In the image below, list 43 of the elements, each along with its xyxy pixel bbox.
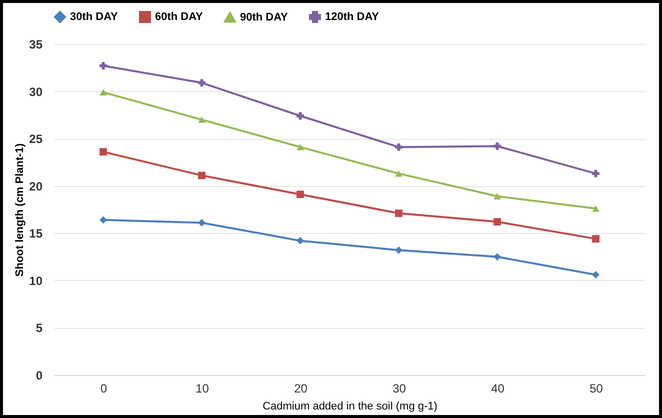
y-tick-label: 30: [29, 84, 43, 99]
y-axis-title: Shoot length (cm Plant-1): [14, 143, 26, 277]
point: [592, 205, 600, 212]
y-tick-label: 5: [36, 321, 43, 336]
point: [592, 170, 600, 178]
point: [296, 190, 304, 198]
point: [395, 143, 402, 151]
x-axis-title: Cadmium added in the soil (mg g-1): [262, 400, 438, 412]
x-tick-label: 0: [100, 382, 108, 396]
point: [494, 193, 501, 200]
y-tick-label: 25: [29, 132, 43, 146]
point: [100, 148, 107, 156]
point: [395, 246, 402, 254]
point: [198, 79, 206, 86]
x-tick-label: 10: [196, 382, 210, 396]
legend-label: 90th DAY: [240, 11, 289, 24]
y-tick-label: 35: [29, 38, 43, 52]
x-tick-label: 30: [392, 382, 406, 396]
point: [494, 253, 501, 260]
point: [296, 144, 304, 150]
point: [592, 271, 600, 278]
point: [198, 172, 206, 180]
point: [198, 219, 206, 226]
y-tick-label: 20: [29, 179, 43, 194]
legend-label: 120th DAY: [325, 11, 380, 23]
point: [494, 218, 501, 226]
point: [395, 170, 402, 177]
point: [395, 210, 402, 217]
point: [100, 89, 107, 96]
point: [494, 142, 501, 150]
y-tick-label: 15: [29, 226, 43, 241]
legend-label: 60th DAY: [155, 11, 204, 23]
y-tick-label: 10: [29, 274, 43, 288]
x-tick-label: 20: [294, 382, 308, 396]
point: [592, 235, 600, 243]
point: [198, 116, 206, 123]
point: [296, 112, 304, 120]
point: [296, 237, 304, 244]
point: [100, 216, 107, 224]
legend-label: 30th DAY: [70, 11, 119, 23]
x-tick-label: 50: [590, 382, 604, 396]
x-tick-label: 40: [491, 382, 505, 396]
y-tick-label: 0: [36, 368, 43, 382]
